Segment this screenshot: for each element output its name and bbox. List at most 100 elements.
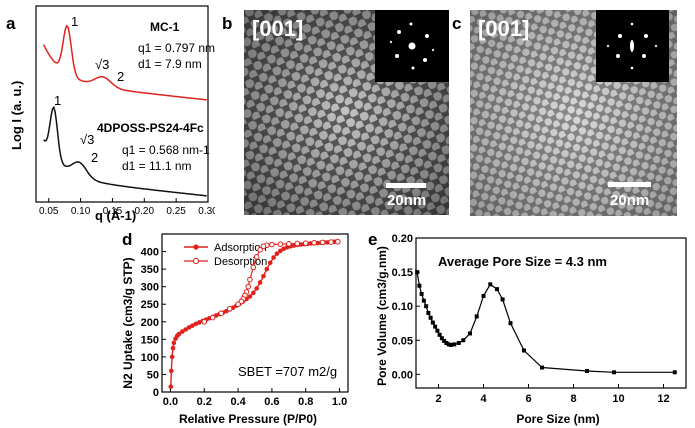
scale-bar-b: [386, 183, 426, 188]
saxs-xtick-label: 0.25: [166, 206, 186, 217]
pore-point: [430, 320, 435, 325]
isotherm-xlabel: Relative Pressure (P/P0): [179, 412, 317, 426]
isotherm-ytick-label: 0: [153, 387, 159, 399]
saxs-frame: [35, 5, 209, 203]
pore-ytick-label: 0.00: [392, 369, 413, 381]
saxs-plot: 0.05 0.10 0.15 0.20 0.25 0.30 1 √3 2 1 √3 2 M…: [9, 5, 215, 223]
pore-xtick-label: 6: [525, 393, 531, 405]
pore-point: [508, 321, 513, 326]
peak-label-bottom-1: 1: [54, 93, 61, 108]
isotherm-xtick-label: 0.4: [230, 396, 246, 408]
pore-point: [540, 365, 544, 370]
pore-point: [495, 287, 499, 292]
pore-xtick-label: 10: [612, 393, 624, 405]
pore-point: [428, 315, 433, 320]
isotherm-ytick-label: 350: [141, 264, 159, 276]
isotherm-ytick-label: 150: [141, 334, 159, 346]
desorption-point: [209, 314, 216, 321]
panel-label-e: e: [368, 230, 378, 249]
panel-label-b: b: [222, 14, 233, 33]
adsorption-point: [278, 248, 283, 254]
pore-xtick-label: 4: [480, 393, 487, 405]
pore-point: [424, 304, 429, 309]
panel-label-c: c: [452, 14, 462, 33]
tem-image-c: [001] 20nm: [470, 10, 677, 216]
pore-point: [448, 343, 453, 348]
fft-inset-c: [596, 10, 669, 82]
pore-point: [612, 370, 616, 375]
pore-xtick-label: 8: [570, 393, 576, 405]
desorption-point: [311, 239, 317, 246]
pore-point: [672, 370, 677, 375]
saxs-xtick-label: 0.30: [198, 206, 215, 217]
4dposs-d1: d1 = 11.1 nm: [122, 159, 192, 173]
pore-point: [456, 341, 461, 345]
pore-ylabel: Pore Volume (cm3/g.nm): [375, 246, 389, 386]
pore-line: [416, 271, 675, 373]
scale-label-b: 20nm: [387, 192, 427, 209]
desorption-point: [335, 238, 341, 245]
adsorption-point: [267, 260, 273, 266]
legend-adsorption: Adsorption: [214, 242, 267, 254]
peak-label-top-1: 1: [71, 14, 78, 29]
desorption-point: [235, 301, 241, 308]
isotherm-ytick-label: 50: [147, 369, 159, 381]
saxs-ylabel: Log I (a. u.): [9, 81, 24, 150]
isotherm-xtick-label: 0.2: [197, 396, 212, 408]
zone-axis-c: [001]: [478, 16, 530, 41]
saxs-curve-4dposs: [43, 105, 207, 197]
adsorption-point: [170, 345, 176, 351]
isotherm-frame: [161, 233, 349, 393]
isotherm-ytick-label: 250: [141, 299, 159, 311]
adsorption-point: [271, 255, 276, 260]
pore-frame: [415, 237, 687, 389]
desorption-point: [328, 239, 334, 245]
saxs-xlabel: q (Å-1): [95, 208, 136, 223]
adsorption-point: [168, 384, 174, 390]
desorption-point: [226, 305, 233, 312]
isotherm-ytick-label: 200: [141, 317, 159, 329]
4dposs-q1: q1 = 0.568 nm-1: [122, 143, 210, 157]
pore-xtick-label: 2: [435, 393, 441, 405]
adsorption-point: [247, 294, 253, 299]
isotherm-xtick-label: 0.0: [163, 396, 178, 408]
pore-point: [468, 331, 472, 336]
pore-point: [415, 270, 420, 275]
pore-point: [474, 314, 479, 319]
pore-point: [419, 291, 424, 296]
isotherm-xtick-label: 0.6: [264, 396, 279, 408]
adsorption-point: [183, 327, 188, 332]
mc1-d1: d1 = 7.9 nm: [138, 57, 202, 71]
saxs-curve-mc1: [42, 24, 207, 101]
desorption-point: [319, 239, 326, 246]
pore-point: [500, 297, 505, 302]
pore-point: [446, 342, 451, 347]
adsorption-point: [186, 325, 192, 330]
saxs-ticks: 0.05 0.10 0.15 0.20 0.25 0.30: [39, 198, 215, 217]
saxs-xtick-label: 0.10: [71, 206, 91, 217]
pore-point: [452, 342, 457, 347]
n2-isotherm-chart: N2 Uptake (cm3/g STP) Relative Pressure …: [121, 233, 349, 426]
panel-label-d: d: [122, 230, 133, 249]
adsorption-point: [274, 251, 280, 256]
desorption-point: [218, 310, 224, 317]
adsorption-point: [190, 323, 195, 328]
pore-point: [461, 338, 466, 343]
4dposs-label: 4DPOSS-PS24-4Fc: [97, 121, 204, 135]
peak-label-bottom-sqrt3: √3: [80, 132, 94, 147]
isotherm-xtick-label: 1.0: [332, 396, 347, 408]
pore-point: [437, 332, 442, 337]
desorption-point: [250, 264, 257, 271]
pore-point: [488, 282, 493, 287]
pore-ytick-label: 0.05: [392, 335, 413, 347]
saxs-xtick-label: 0.20: [135, 206, 155, 217]
pore-annotation: Average Pore Size = 4.3 nm: [438, 254, 607, 269]
isotherm-xtick-label: 0.8: [298, 396, 313, 408]
saxs-axes: [35, 5, 209, 203]
desorption-point: [201, 318, 208, 325]
scale-label-c: 20nm: [610, 192, 650, 209]
isotherm-ytick-label: 100: [141, 352, 159, 364]
pore-point: [435, 328, 440, 333]
isotherm-ytick-label: 400: [141, 247, 159, 259]
isotherm-annotation: SBET =707 m2/g: [238, 364, 337, 379]
